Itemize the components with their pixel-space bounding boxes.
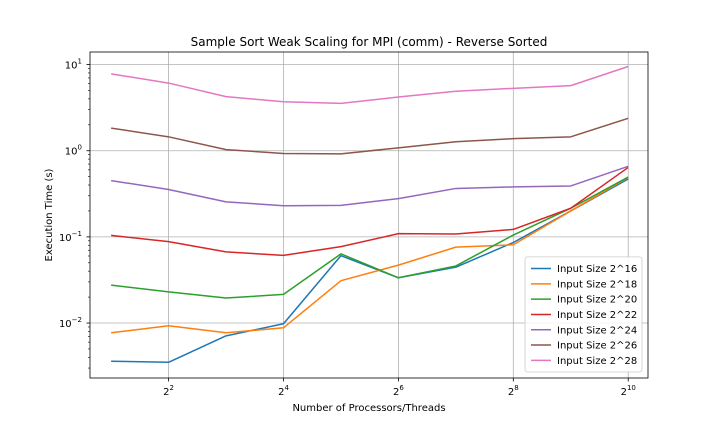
x-tick-exponent: 10: [627, 384, 636, 392]
plot-frame: [89, 51, 649, 379]
x-tick-exponent: 2: [170, 384, 174, 392]
series-layer: [111, 65, 629, 364]
chart-title: Sample Sort Weak Scaling for MPI (comm) …: [191, 35, 548, 49]
x-tick-label: 22: [163, 384, 174, 398]
legend-label: Input Size 2^16: [557, 264, 637, 275]
series-line: [111, 176, 629, 334]
legend-label: Input Size 2^20: [557, 295, 637, 306]
legend: Input Size 2^16 Input Size 2^18 Input Size…: [524, 256, 643, 373]
series-line: [111, 176, 629, 299]
series-line: [111, 178, 629, 364]
y-tick-exponent: −1: [72, 230, 82, 238]
x-tick-exponent: 4: [284, 384, 289, 392]
y-tick-exponent: −2: [72, 316, 82, 324]
legend-label: Input Size 2^22: [557, 310, 637, 321]
y-axis-label: Execution Time (s): [44, 168, 55, 261]
x-tick-exponent: 8: [514, 384, 518, 392]
legend-label: Input Size 2^26: [557, 341, 637, 352]
legend-label: Input Size 2^18: [557, 279, 637, 290]
x-tick-label: 28: [508, 384, 519, 398]
x-axis-label: Number of Processors/Threads: [292, 403, 445, 414]
y-tick-exponent: 0: [78, 144, 82, 152]
y-tick-exponent: 1: [78, 58, 82, 66]
x-tick-exponent: 6: [399, 384, 404, 392]
series-line: [111, 165, 629, 207]
series-line: [111, 117, 629, 155]
series-line: [111, 166, 629, 257]
series-line: [111, 65, 629, 105]
legend-label: Input Size 2^28: [557, 356, 637, 367]
legend-box: [524, 256, 643, 373]
legend-label: Input Size 2^24: [557, 325, 637, 336]
x-tick-label: 26: [393, 384, 404, 398]
x-tick-label: 24: [278, 384, 289, 398]
